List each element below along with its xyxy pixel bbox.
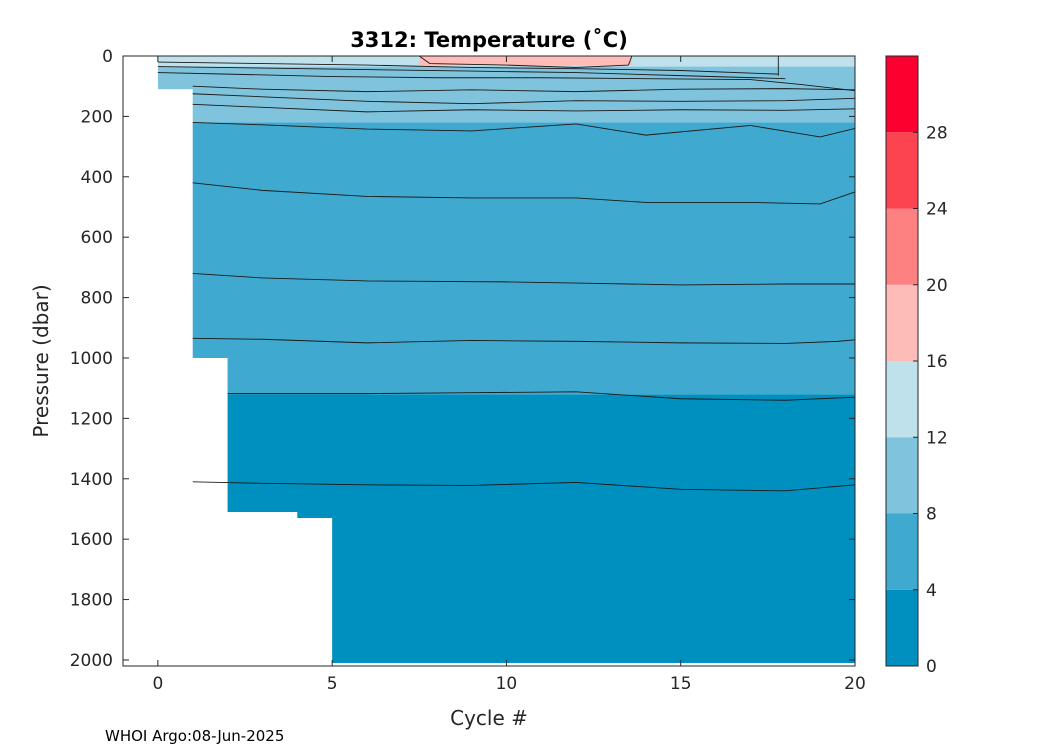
- colorbar-swatches: [886, 56, 918, 666]
- x-tick-label-15: 15: [670, 674, 692, 694]
- y-axis-ticks: 0 200 400 600 800 1000 1200 1400 1600 1800 2000: [70, 47, 855, 671]
- isotherm-line-2: [192, 337, 856, 344]
- plot-area: 0 5 10 15 20 0 200 400 600 800 1000 1200 1400 1600 18…: [70, 47, 866, 694]
- y-tick-label-1200: 1200: [70, 409, 113, 429]
- isotherm-line-7: [192, 93, 856, 105]
- colorbar-tick-label-0: 0: [926, 657, 937, 677]
- isotherm-line-4: [192, 182, 856, 205]
- isotherm-line-6: [192, 103, 856, 113]
- y-tick-label-600: 600: [81, 228, 113, 248]
- no-data-mask-left: [124, 57, 158, 665]
- no-data-mask: [123, 56, 855, 666]
- colorbar-swatch-7: [886, 56, 918, 133]
- footer-credit: WHOI Argo:08-Jun-2025: [105, 727, 284, 745]
- x-tick-label-5: 5: [327, 674, 338, 694]
- y-tick-label-1000: 1000: [70, 349, 113, 369]
- y-tick-label-1800: 1800: [70, 591, 113, 611]
- chart-title: 3312: Temperature (˚C): [350, 28, 628, 52]
- colorbar-tick-label-28: 28: [926, 123, 948, 143]
- isotherm-line-3: [192, 272, 855, 286]
- x-tick-label-0: 0: [152, 674, 163, 694]
- x-tick-label-20: 20: [844, 674, 866, 694]
- colorbar-ticks: 0 4 8 12 16 20 24 28: [913, 123, 948, 677]
- isotherm-line-12: [419, 55, 633, 68]
- no-data-masks: [123, 56, 855, 666]
- isotherm-line-8: [192, 85, 856, 93]
- colorbar-tick-label-12: 12: [926, 428, 948, 448]
- temperature-bands: [157, 56, 855, 663]
- temperature-band-2: [157, 66, 855, 123]
- colorbar-swatch-6: [886, 132, 918, 209]
- colorbar-tick-label-20: 20: [926, 276, 948, 296]
- isotherm-line-9: [157, 72, 856, 92]
- colorbar-tick-label-8: 8: [926, 505, 937, 525]
- y-tick-label-400: 400: [81, 168, 113, 188]
- isotherm-line-1: [227, 391, 856, 401]
- y-tick-label-1600: 1600: [70, 530, 113, 550]
- temperature-band-4: [419, 56, 632, 66]
- plot-frame: [122, 55, 856, 667]
- y-tick-label-2000: 2000: [70, 651, 113, 671]
- isotherm-lines: [157, 55, 856, 492]
- isotherm-line-10: [157, 66, 786, 80]
- y-tick-label-0: 0: [102, 47, 113, 67]
- y-tick-label-800: 800: [81, 289, 113, 309]
- colorbar-swatch-1: [886, 513, 918, 590]
- colorbar-swatch-2: [886, 437, 918, 514]
- y-axis-label: Pressure (dbar): [29, 284, 53, 437]
- colorbar-tick-label-4: 4: [926, 581, 937, 601]
- colorbar-swatch-4: [886, 284, 918, 361]
- y-tick-label-1400: 1400: [70, 470, 113, 490]
- isotherm-line-11: [157, 61, 779, 75]
- x-axis-label: Cycle #: [450, 706, 528, 730]
- x-tick-label-10: 10: [496, 674, 518, 694]
- isotherm-line-5: [192, 121, 856, 138]
- x-axis-ticks: 0 5 10 15 20: [152, 56, 866, 694]
- isotherm-line-0: [192, 481, 856, 492]
- colorbar: 0 4 8 12 16 20 24 28: [885, 55, 948, 677]
- colorbar-tick-label-16: 16: [926, 352, 948, 372]
- colorbar-swatch-5: [886, 208, 918, 285]
- temperature-band-1: [157, 122, 855, 395]
- colorbar-swatch-3: [886, 361, 918, 438]
- colorbar-tick-label-24: 24: [926, 200, 948, 220]
- y-tick-label-200: 200: [81, 107, 113, 127]
- colorbar-swatch-0: [886, 589, 918, 666]
